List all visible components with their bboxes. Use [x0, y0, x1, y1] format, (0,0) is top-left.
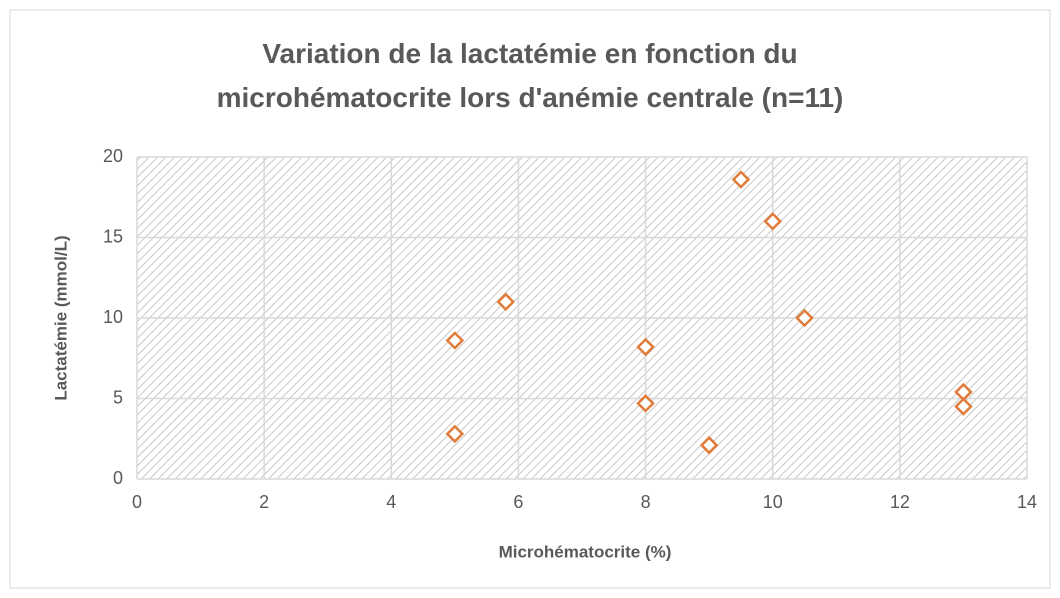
data-point: [496, 292, 515, 312]
data-point: [636, 337, 655, 357]
y-tick-label: 15: [103, 226, 123, 246]
y-tick-label: 10: [103, 307, 123, 327]
chart-border: [9, 9, 1051, 589]
x-tick-label: 14: [1017, 492, 1037, 512]
x-tick-label: 8: [641, 492, 651, 512]
x-axis-label: Microhématocrite (%): [499, 542, 672, 561]
chart-title: Variation de la lactatémie en fonction d…: [216, 38, 844, 113]
x-tick-label: 12: [890, 492, 910, 512]
y-tick-label: 0: [113, 468, 123, 488]
data-point: [636, 394, 655, 413]
data-point: [763, 212, 782, 231]
data-point: [445, 424, 465, 444]
y-axis-label: Lactatémie (mmol/L): [51, 235, 70, 400]
x-tick-label: 4: [386, 492, 396, 512]
x-tick-label: 6: [513, 492, 523, 512]
data-point: [731, 170, 751, 189]
data-point: [699, 435, 719, 455]
x-tick-label: 10: [763, 492, 783, 512]
x-tick-label: 0: [132, 492, 142, 512]
y-tick-label: 20: [103, 146, 123, 166]
data-point: [445, 331, 465, 350]
data-point: [954, 397, 973, 416]
x-tick-label: 2: [259, 492, 269, 512]
y-tick-label: 5: [113, 387, 123, 407]
data-point: [795, 308, 814, 328]
